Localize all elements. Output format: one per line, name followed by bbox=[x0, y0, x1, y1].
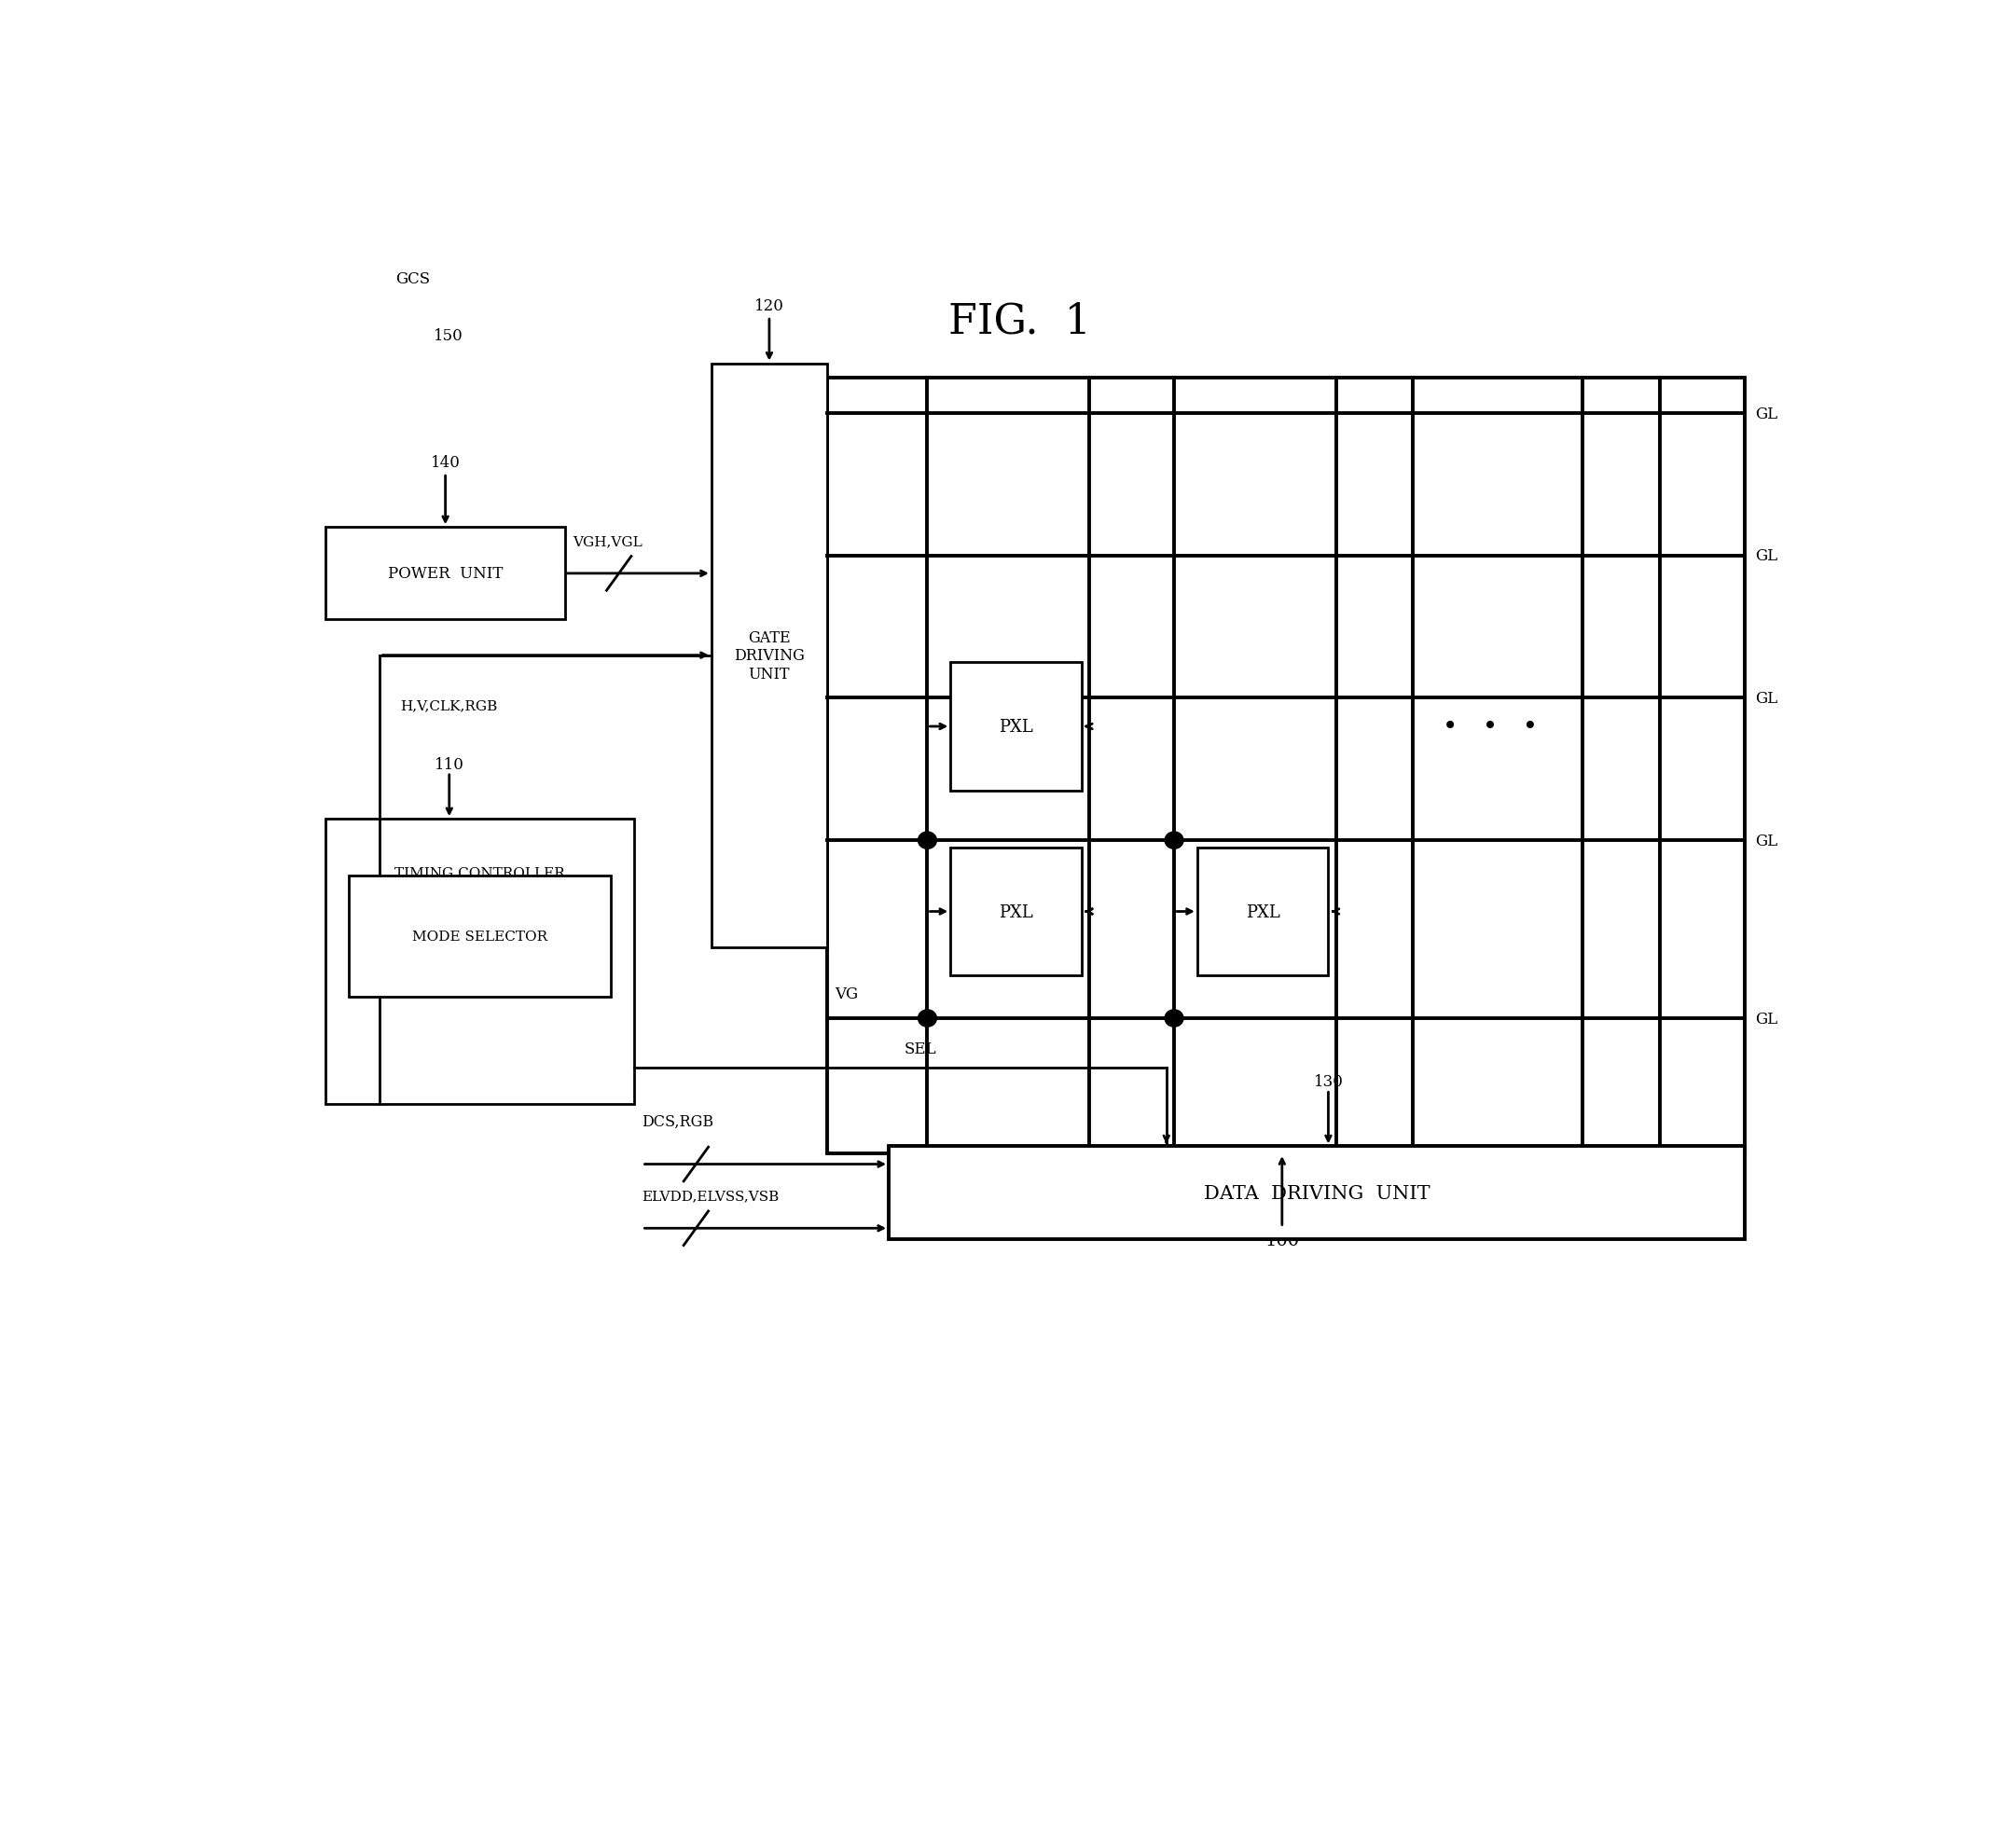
Text: PL DL: PL DL bbox=[1108, 1190, 1156, 1205]
Text: 150: 150 bbox=[434, 327, 464, 344]
Text: PL DL: PL DL bbox=[1351, 1190, 1399, 1205]
Bar bbox=[951, 848, 1083, 976]
Text: PL DL: PL DL bbox=[1598, 1190, 1646, 1205]
Bar bbox=[951, 663, 1083, 791]
Circle shape bbox=[1164, 1011, 1184, 1027]
Text: DCS,RGB: DCS,RGB bbox=[643, 1112, 714, 1129]
Text: GL: GL bbox=[1755, 1011, 1777, 1026]
Circle shape bbox=[917, 832, 937, 850]
Text: VDATA: VDATA bbox=[943, 1209, 997, 1225]
Text: GATE
DRIVING
UNIT: GATE DRIVING UNIT bbox=[734, 630, 804, 682]
Text: SEL: SEL bbox=[903, 1040, 937, 1057]
Text: 100: 100 bbox=[1266, 1233, 1299, 1249]
Bar bbox=[326, 819, 635, 1103]
Bar bbox=[828, 379, 1745, 1153]
Text: VGH,VGL: VGH,VGL bbox=[573, 536, 643, 549]
Bar bbox=[712, 364, 828, 948]
Bar bbox=[1198, 848, 1329, 976]
Text: GL: GL bbox=[1755, 549, 1777, 564]
Circle shape bbox=[917, 1011, 937, 1027]
Text: MODE SELECTOR: MODE SELECTOR bbox=[412, 930, 547, 942]
Text: ELVDD,ELVSS,VSB: ELVDD,ELVSS,VSB bbox=[643, 1190, 780, 1203]
Text: TIMING CONTROLLER: TIMING CONTROLLER bbox=[394, 867, 565, 880]
Text: 130: 130 bbox=[1313, 1074, 1343, 1090]
Text: DL: DL bbox=[915, 1190, 939, 1205]
Text: DATA  DRIVING  UNIT: DATA DRIVING UNIT bbox=[1204, 1185, 1431, 1201]
Circle shape bbox=[1164, 832, 1184, 850]
Text: FIG.  1: FIG. 1 bbox=[949, 301, 1091, 342]
Text: VG: VG bbox=[836, 985, 858, 1002]
Text: 140: 140 bbox=[430, 455, 460, 471]
Text: 120: 120 bbox=[754, 298, 784, 314]
Text: GCS: GCS bbox=[396, 272, 430, 286]
Text: PXL: PXL bbox=[999, 904, 1033, 920]
Text: •   •   •: • • • bbox=[1443, 715, 1538, 739]
Text: PXL: PXL bbox=[1246, 904, 1280, 920]
Bar bbox=[326, 529, 565, 621]
Text: 110: 110 bbox=[434, 756, 464, 772]
Bar bbox=[890, 1146, 1745, 1240]
Bar bbox=[348, 876, 611, 998]
Text: GL: GL bbox=[1755, 833, 1777, 848]
Text: PXL: PXL bbox=[999, 719, 1033, 736]
Text: POWER  UNIT: POWER UNIT bbox=[388, 565, 503, 582]
Text: GL: GL bbox=[1755, 691, 1777, 706]
Text: GL: GL bbox=[1755, 407, 1777, 421]
Text: H,V,CLK,RGB: H,V,CLK,RGB bbox=[400, 700, 498, 713]
